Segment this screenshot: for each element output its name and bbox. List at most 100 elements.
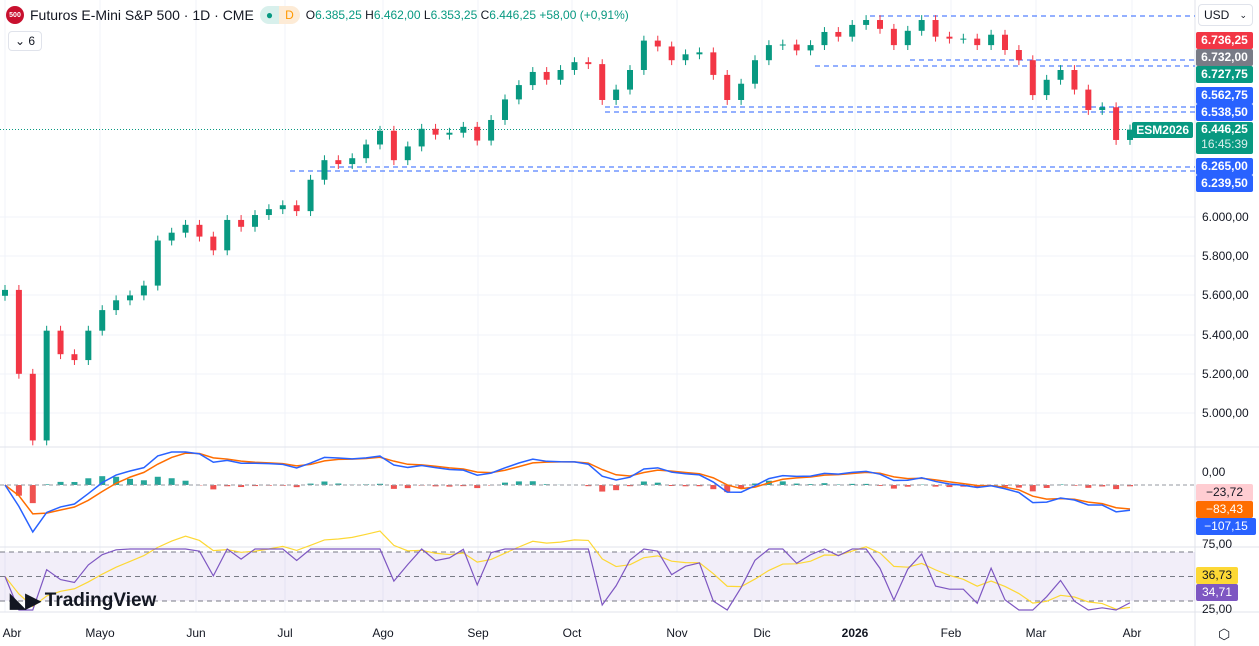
macd-histogram-bar xyxy=(613,485,620,491)
candle-body xyxy=(432,128,439,135)
brand-name: TradingView xyxy=(44,589,157,611)
macd-histogram-bar xyxy=(738,485,745,489)
price-label-alert: 6.736,25 xyxy=(1196,32,1253,49)
candle-body xyxy=(113,300,120,311)
open-value: 6.385,25 xyxy=(315,8,362,22)
delay-badge: D xyxy=(279,6,300,24)
macd-histogram-bar xyxy=(710,485,717,490)
candle-body xyxy=(196,224,203,237)
candle-body xyxy=(335,160,342,165)
symbol-logo: 500 xyxy=(6,6,24,24)
close-value: 6.446,25 xyxy=(489,8,537,22)
candle-body xyxy=(488,119,495,141)
candle-body xyxy=(1085,89,1092,110)
candle-body xyxy=(279,205,286,210)
price-label-line: 6.538,50 xyxy=(1196,104,1253,121)
macd-histogram-bar xyxy=(627,485,633,487)
candle-body xyxy=(1015,50,1022,61)
macd-histogram-bar xyxy=(224,485,231,487)
macd-zero-tick: 0,00 xyxy=(1202,465,1226,479)
symbol-title[interactable]: Futuros E-Mini S&P 500 · 1D · CME xyxy=(30,7,254,23)
candle-body xyxy=(29,373,36,441)
macd-histogram-bar xyxy=(1002,485,1008,487)
macd-histogram-bar xyxy=(904,485,911,487)
price-tick: 5.000,00 xyxy=(1202,406,1249,420)
candle-body xyxy=(418,128,425,147)
settings-hexagon-icon[interactable]: ⬡ xyxy=(1218,626,1231,642)
macd-histogram-bar xyxy=(1127,485,1133,487)
macd-histogram-bar xyxy=(154,476,161,485)
low-label: L xyxy=(423,8,431,22)
candle-body xyxy=(654,40,661,47)
macd-histogram-bar xyxy=(502,482,508,485)
currency-value: USD xyxy=(1204,8,1230,22)
candle-body xyxy=(543,71,550,80)
candle-body xyxy=(1057,70,1064,80)
candle-body xyxy=(835,31,842,37)
candle-body xyxy=(238,219,245,227)
market-status[interactable]: ● D xyxy=(259,6,300,24)
price-label-line: 6.265,00 xyxy=(1196,158,1253,175)
macd-histogram-bar xyxy=(515,481,522,485)
candle-body xyxy=(224,219,231,251)
currency-select[interactable]: USD ⌄ xyxy=(1198,4,1253,26)
macd-histogram-bar xyxy=(71,481,78,485)
time-axis-label: Nov xyxy=(666,626,688,640)
macd-histogram-bar xyxy=(43,484,50,485)
macd-histogram-bar xyxy=(293,485,300,488)
macd-histogram-bar xyxy=(724,485,731,493)
candle-body xyxy=(918,20,925,31)
price-label-alert: 6.732,00 xyxy=(1196,49,1253,66)
macd-histogram-bar xyxy=(779,481,786,485)
macd-histogram-bar xyxy=(877,485,883,486)
indicators-toggle[interactable]: ⌄ 6 xyxy=(8,31,43,51)
candle-body xyxy=(321,160,328,180)
price-label-line: 6.562,75 xyxy=(1196,87,1253,104)
candle-body xyxy=(793,44,800,51)
time-axis-label: Abr xyxy=(2,626,22,640)
macd-histogram-bar xyxy=(252,485,258,487)
candle-body xyxy=(557,70,564,80)
macd-histogram-bar xyxy=(585,485,592,487)
candle-body xyxy=(779,44,786,46)
low-value: 6.353,25 xyxy=(430,8,478,22)
candle-body xyxy=(1043,79,1050,96)
time-axis-label: Jul xyxy=(277,626,293,640)
candle-body xyxy=(43,330,50,441)
candle-body xyxy=(377,130,383,145)
candle-body xyxy=(1099,107,1106,110)
candle-body xyxy=(2,289,8,296)
indicator-count: 6 xyxy=(28,34,36,48)
candle-body xyxy=(849,24,856,37)
tradingview-mark-icon: ◣▶ xyxy=(10,590,41,612)
tradingview-logo[interactable]: ◣▶ TradingView xyxy=(10,588,156,613)
candle-body xyxy=(807,45,814,51)
high-value: 6.462,00 xyxy=(373,8,421,22)
rsi-line xyxy=(4,548,1131,611)
macd-histogram-bar xyxy=(238,485,245,488)
candle-body xyxy=(57,330,64,355)
rsi-ma-label: 36,73 xyxy=(1196,567,1238,584)
macd-histogram-bar xyxy=(182,480,189,485)
macd-histogram-bar xyxy=(696,485,703,487)
macd-histogram-bar xyxy=(1029,485,1036,492)
candle-body xyxy=(460,126,467,133)
price-label-line: 6.239,50 xyxy=(1196,175,1253,192)
high-label: H xyxy=(365,8,374,22)
macd-histogram-bar xyxy=(474,485,481,489)
market-open-dot-icon: ● xyxy=(259,6,280,24)
macd-histogram-bar xyxy=(821,483,828,485)
macd-histogram-bar xyxy=(335,483,342,485)
candle-body xyxy=(349,158,356,165)
candle-body xyxy=(946,36,953,39)
macd-histogram-bar xyxy=(793,483,800,485)
last-price-label: 6.446,25 16:45:39 xyxy=(1196,122,1253,154)
macd-histogram-bar xyxy=(890,485,897,489)
candle-body xyxy=(724,74,731,100)
candle-body xyxy=(988,34,995,46)
price-tick: 5.800,00 xyxy=(1202,249,1249,263)
candle-body xyxy=(1002,34,1008,51)
macd-histogram-bar xyxy=(321,481,328,485)
open-label: O xyxy=(305,8,316,22)
